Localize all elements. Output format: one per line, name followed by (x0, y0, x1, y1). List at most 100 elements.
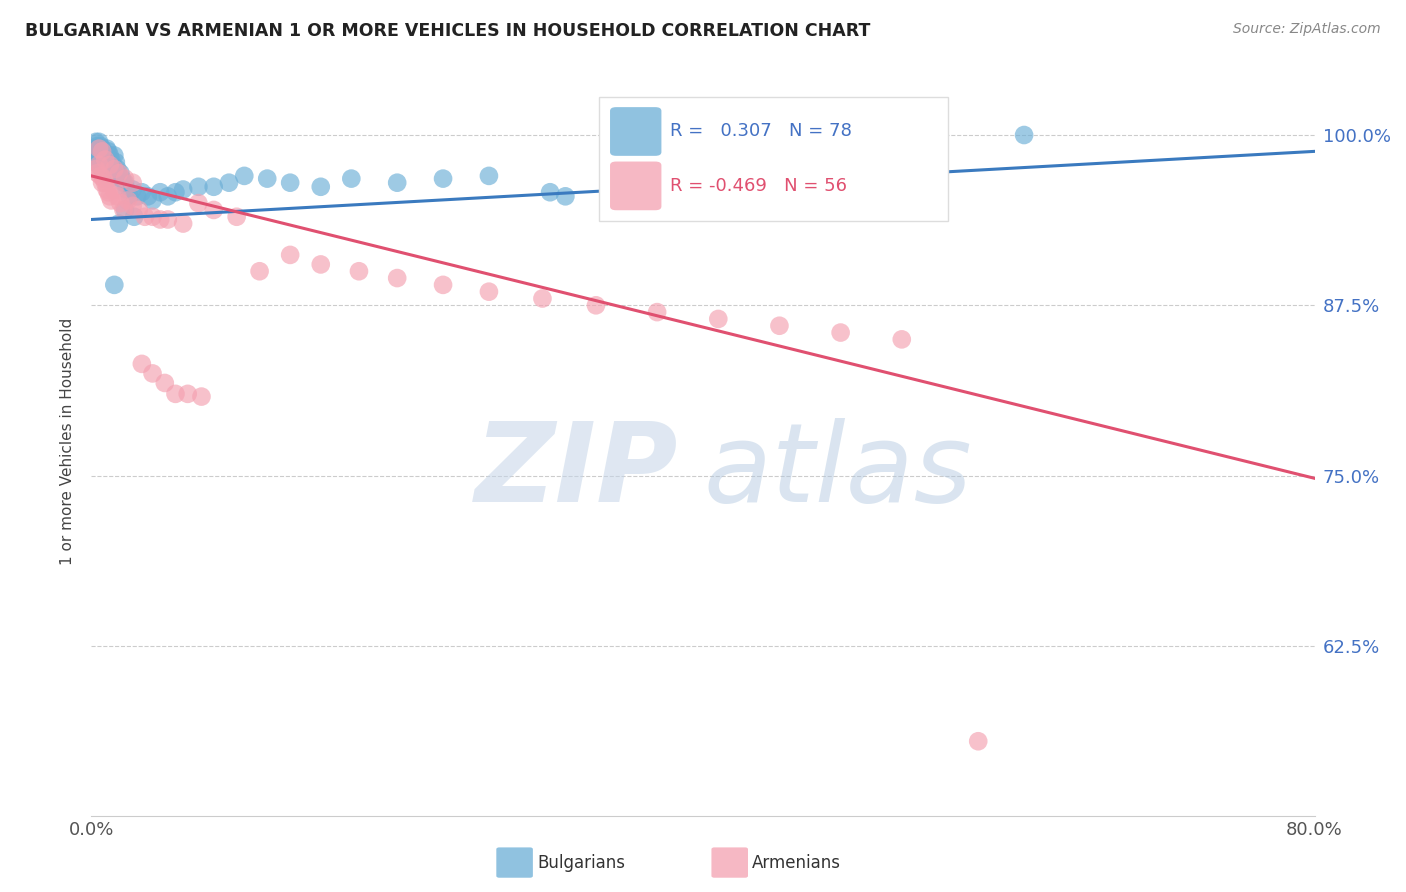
Point (94, 148, 117, 162)
Point (278, 248, 301, 262)
Point (90, 139, 112, 153)
Point (112, 202, 135, 217)
Point (105, 162, 128, 177)
Point (967, 734, 990, 748)
Point (256, 171, 278, 186)
Point (156, 212, 179, 227)
Point (172, 182, 194, 196)
Point (531, 292, 554, 306)
Point (141, 194, 163, 208)
Point (91, 142, 114, 156)
Point (830, 326, 852, 340)
Point (98, 158, 121, 172)
Point (478, 169, 501, 183)
Point (112, 176, 135, 190)
Point (309, 257, 332, 271)
Point (585, 298, 607, 312)
Point (84, 162, 107, 177)
Point (117, 194, 139, 208)
FancyBboxPatch shape (610, 161, 661, 211)
Point (101, 158, 124, 172)
Point (538, 186, 561, 200)
Point (1074, 822, 1097, 837)
Text: atlas: atlas (703, 418, 972, 525)
Text: BULGARIAN VS ARMENIAN 1 OR MORE VEHICLES IN HOUSEHOLD CORRELATION CHART: BULGARIAN VS ARMENIAN 1 OR MORE VEHICLES… (25, 22, 870, 40)
Point (225, 210, 247, 224)
Point (103, 162, 125, 177)
Point (90, 153, 112, 167)
Point (83, 142, 105, 156)
Point (93, 171, 115, 186)
Point (87, 142, 110, 156)
Text: Bulgarians: Bulgarians (537, 854, 626, 871)
Point (131, 186, 153, 200)
Point (87, 148, 110, 162)
Point (97, 155, 120, 169)
Text: R =   0.307   N = 78: R = 0.307 N = 78 (671, 122, 852, 140)
Point (707, 312, 730, 326)
Point (385, 271, 409, 285)
Point (100, 194, 122, 208)
Point (478, 285, 501, 299)
Point (97, 186, 120, 200)
Point (86, 148, 108, 162)
Point (692, 182, 714, 196)
Point (218, 176, 240, 190)
Point (94, 153, 117, 167)
Point (91, 176, 114, 190)
Point (122, 210, 145, 224)
Point (347, 264, 370, 278)
Point (94, 158, 117, 172)
Point (108, 169, 131, 183)
Point (121, 182, 143, 196)
Point (149, 212, 172, 227)
Point (93, 145, 115, 159)
Text: R = -0.469   N = 56: R = -0.469 N = 56 (671, 177, 846, 194)
Point (108, 166, 131, 180)
Point (432, 277, 454, 292)
FancyBboxPatch shape (599, 97, 948, 220)
Point (96, 162, 118, 177)
Point (108, 217, 131, 231)
Point (98, 189, 121, 203)
Point (202, 179, 225, 194)
Point (90, 145, 112, 159)
Point (134, 210, 156, 224)
Point (100, 162, 122, 177)
Point (385, 176, 409, 190)
Point (121, 199, 143, 213)
Point (114, 176, 136, 190)
Point (96, 162, 118, 177)
Point (94, 158, 117, 172)
Text: Source: ZipAtlas.com: Source: ZipAtlas.com (1233, 22, 1381, 37)
Point (177, 387, 200, 401)
Point (86, 139, 108, 153)
Point (84, 135, 107, 149)
Point (110, 166, 132, 180)
Point (190, 390, 212, 404)
Point (131, 357, 153, 371)
Point (187, 179, 209, 194)
Point (97, 145, 120, 159)
Point (96, 153, 118, 167)
Point (127, 189, 149, 203)
Point (768, 318, 790, 333)
Point (432, 171, 454, 186)
Point (115, 182, 138, 196)
Point (96, 182, 118, 196)
Point (309, 179, 332, 194)
Point (105, 189, 128, 203)
Point (103, 182, 125, 196)
Point (93, 155, 115, 169)
Point (103, 162, 125, 177)
Point (84, 155, 107, 169)
Point (187, 196, 209, 211)
Point (340, 171, 363, 186)
Point (141, 367, 163, 381)
Point (87, 135, 110, 149)
Point (91, 162, 114, 177)
Point (100, 153, 122, 167)
Point (890, 332, 912, 346)
Y-axis label: 1 or more Vehicles in Household: 1 or more Vehicles in Household (60, 318, 76, 566)
Point (93, 153, 115, 167)
